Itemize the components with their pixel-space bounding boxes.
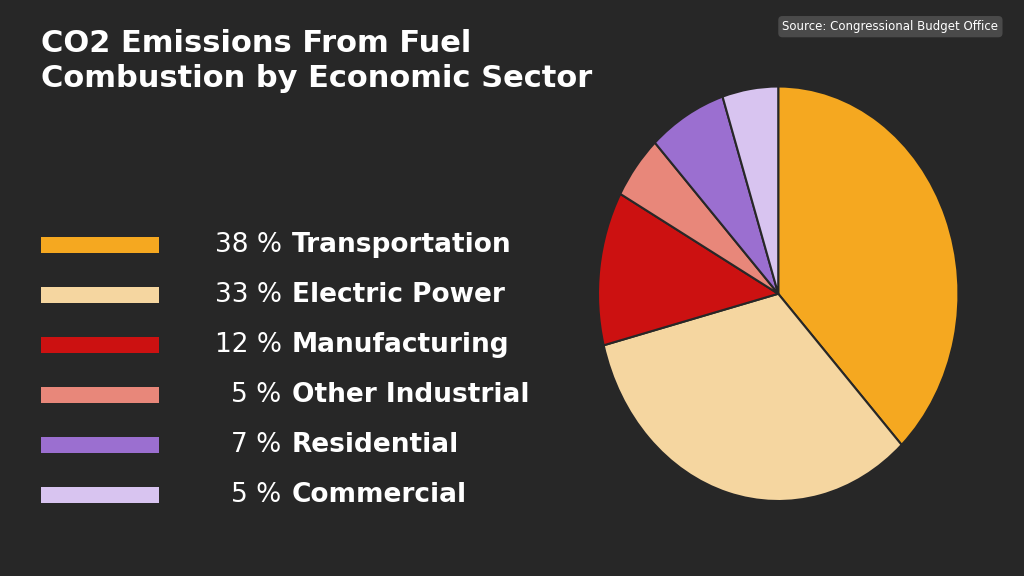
Text: 12 %: 12 %: [215, 332, 282, 358]
Wedge shape: [655, 97, 778, 294]
Wedge shape: [598, 194, 778, 345]
Text: 33 %: 33 %: [215, 282, 282, 308]
Wedge shape: [723, 86, 778, 294]
Text: Other Industrial: Other Industrial: [292, 382, 529, 408]
Text: CO2 Emissions From Fuel
Combustion by Economic Sector: CO2 Emissions From Fuel Combustion by Ec…: [41, 29, 592, 93]
Text: Electric Power: Electric Power: [292, 282, 505, 308]
Wedge shape: [604, 294, 901, 501]
Text: Commercial: Commercial: [292, 482, 467, 509]
Text: 38 %: 38 %: [215, 232, 282, 258]
Text: Source: Congressional Budget Office: Source: Congressional Budget Office: [782, 20, 998, 33]
Wedge shape: [621, 143, 778, 294]
Wedge shape: [778, 86, 958, 445]
Text: 7 %: 7 %: [231, 432, 282, 458]
Text: 5 %: 5 %: [231, 482, 282, 509]
Text: Residential: Residential: [292, 432, 459, 458]
Text: Transportation: Transportation: [292, 232, 511, 258]
Text: 5 %: 5 %: [231, 382, 282, 408]
Text: Manufacturing: Manufacturing: [292, 332, 510, 358]
